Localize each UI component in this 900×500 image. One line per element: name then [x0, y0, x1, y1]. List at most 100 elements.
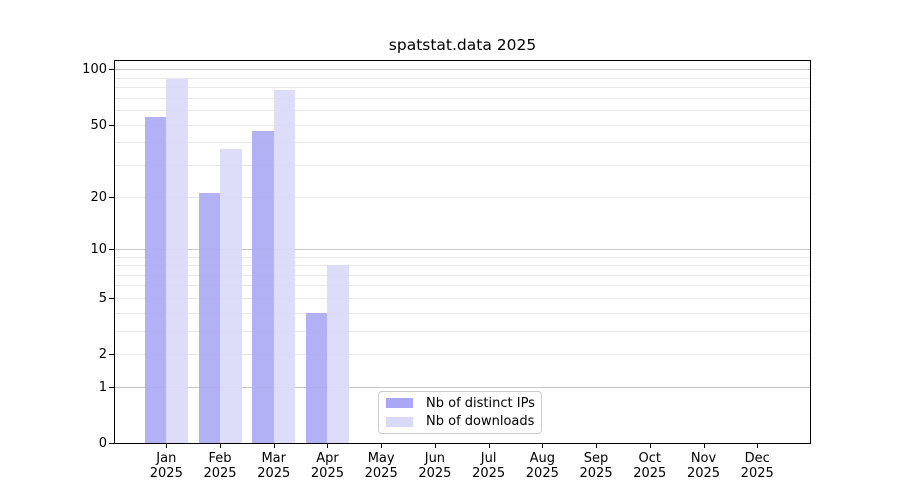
- y-axis-tick: [109, 69, 114, 71]
- x-axis-tick: [381, 444, 383, 448]
- y-axis-tick: [109, 443, 114, 444]
- y-tick-label: 100: [82, 62, 107, 78]
- x-tick-month: Jul: [480, 451, 497, 466]
- chart-title: spatstat.data 2025: [388, 36, 537, 54]
- x-axis-tick: [649, 444, 651, 448]
- plot-area: [114, 60, 811, 444]
- x-axis-tick: [273, 444, 275, 448]
- x-axis-tick: [220, 444, 222, 448]
- x-tick-month: May: [367, 451, 395, 466]
- y-tick-label: 10: [90, 241, 107, 257]
- x-tick-month: Feb: [208, 451, 232, 466]
- gridline-minor: [115, 142, 810, 144]
- bar-downloads: [273, 90, 296, 443]
- x-tick-year: 2025: [472, 466, 506, 481]
- x-tick-label: Jun 2025: [395, 451, 475, 481]
- x-tick-label: Jul 2025: [449, 451, 529, 481]
- x-axis-tick: [542, 444, 544, 448]
- legend-label-distinct-ips: Nb of distinct IPs: [426, 395, 535, 411]
- x-tick-label: Jan 2025: [126, 451, 206, 481]
- x-tick-year: 2025: [525, 466, 559, 481]
- gridline-minor: [115, 256, 810, 258]
- gridline-major: [115, 386, 810, 388]
- x-axis-tick: [703, 444, 705, 448]
- legend-swatch-distinct-ips: [386, 398, 413, 409]
- y-tick-label: 50: [90, 117, 107, 133]
- bar-distinct-ips: [305, 312, 328, 443]
- x-axis-tick: [166, 444, 168, 448]
- gridline-minor: [115, 164, 810, 166]
- gridline-minor: [115, 274, 810, 276]
- legend-swatch-downloads: [386, 416, 413, 427]
- gridline-minor: [115, 354, 810, 356]
- x-tick-year: 2025: [633, 466, 667, 481]
- x-axis-tick: [327, 444, 329, 448]
- y-tick-label: 2: [98, 347, 107, 363]
- y-axis-tick: [109, 124, 114, 126]
- y-tick-label: 5: [98, 290, 107, 306]
- gridline-minor: [115, 110, 810, 112]
- bar-downloads: [220, 148, 242, 443]
- legend-item-distinct-ips: Nb of distinct IPs: [379, 396, 541, 411]
- x-tick-label: Mar 2025: [234, 451, 314, 481]
- x-axis-tick: [757, 444, 759, 448]
- x-tick-year: 2025: [579, 466, 613, 481]
- x-tick-label: Nov 2025: [664, 451, 744, 481]
- gridline-major: [115, 69, 810, 71]
- x-axis-tick: [488, 444, 490, 448]
- x-tick-label: Aug 2025: [502, 451, 582, 481]
- x-tick-month: Sep: [583, 451, 609, 466]
- gridline-minor: [115, 330, 810, 332]
- y-axis-tick: [109, 196, 114, 198]
- bar-distinct-ips: [198, 192, 221, 443]
- gridline-minor: [115, 124, 810, 126]
- bar-downloads: [327, 265, 349, 443]
- x-tick-label: Apr 2025: [287, 451, 367, 481]
- bar-distinct-ips: [144, 117, 167, 443]
- bar-downloads: [166, 78, 188, 443]
- x-tick-year: 2025: [257, 466, 291, 481]
- y-axis-tick: [109, 354, 114, 356]
- x-tick-month: Apr: [316, 451, 339, 466]
- x-tick-year: 2025: [686, 466, 721, 481]
- x-tick-month: Jan: [156, 451, 177, 466]
- x-tick-month: Dec: [744, 451, 770, 466]
- y-tick-label: 0: [98, 436, 107, 451]
- x-tick-label: Sep 2025: [556, 451, 636, 481]
- x-tick-year: 2025: [149, 466, 183, 481]
- x-axis-tick: [596, 444, 598, 448]
- gridline-minor: [115, 196, 810, 198]
- x-tick-month: Aug: [529, 451, 556, 466]
- y-tick-label: 20: [90, 189, 107, 205]
- gridline-minor: [115, 312, 810, 314]
- gridline-minor: [115, 265, 810, 267]
- legend: Nb of distinct IPs Nb of downloads: [378, 391, 542, 434]
- y-axis-tick: [109, 248, 114, 250]
- x-tick-year: 2025: [364, 466, 398, 481]
- x-axis-tick: [434, 444, 436, 448]
- gridline-minor: [115, 285, 810, 287]
- x-tick-label: May 2025: [341, 451, 421, 481]
- x-tick-month: Mar: [261, 451, 286, 466]
- y-axis-tick: [109, 297, 114, 299]
- x-tick-year: 2025: [418, 466, 452, 481]
- x-tick-month: Nov: [690, 451, 717, 466]
- x-tick-year: 2025: [740, 466, 774, 481]
- x-tick-label: Dec 2025: [717, 451, 797, 481]
- x-tick-month: Jun: [424, 451, 446, 466]
- legend-item-downloads: Nb of downloads: [379, 414, 541, 429]
- bar-distinct-ips: [252, 131, 274, 443]
- gridline-minor: [115, 97, 810, 99]
- gridline-major: [115, 248, 810, 250]
- x-tick-year: 2025: [203, 466, 237, 481]
- x-tick-month: Oct: [638, 451, 661, 466]
- gridline-minor: [115, 87, 810, 89]
- gridline-minor: [115, 77, 810, 79]
- y-axis-tick: [109, 386, 114, 388]
- legend-label-downloads: Nb of downloads: [426, 414, 535, 430]
- gridline-minor: [115, 297, 810, 299]
- x-tick-label: Oct 2025: [610, 451, 690, 481]
- x-tick-year: 2025: [310, 466, 344, 481]
- x-tick-label: Feb 2025: [180, 451, 260, 481]
